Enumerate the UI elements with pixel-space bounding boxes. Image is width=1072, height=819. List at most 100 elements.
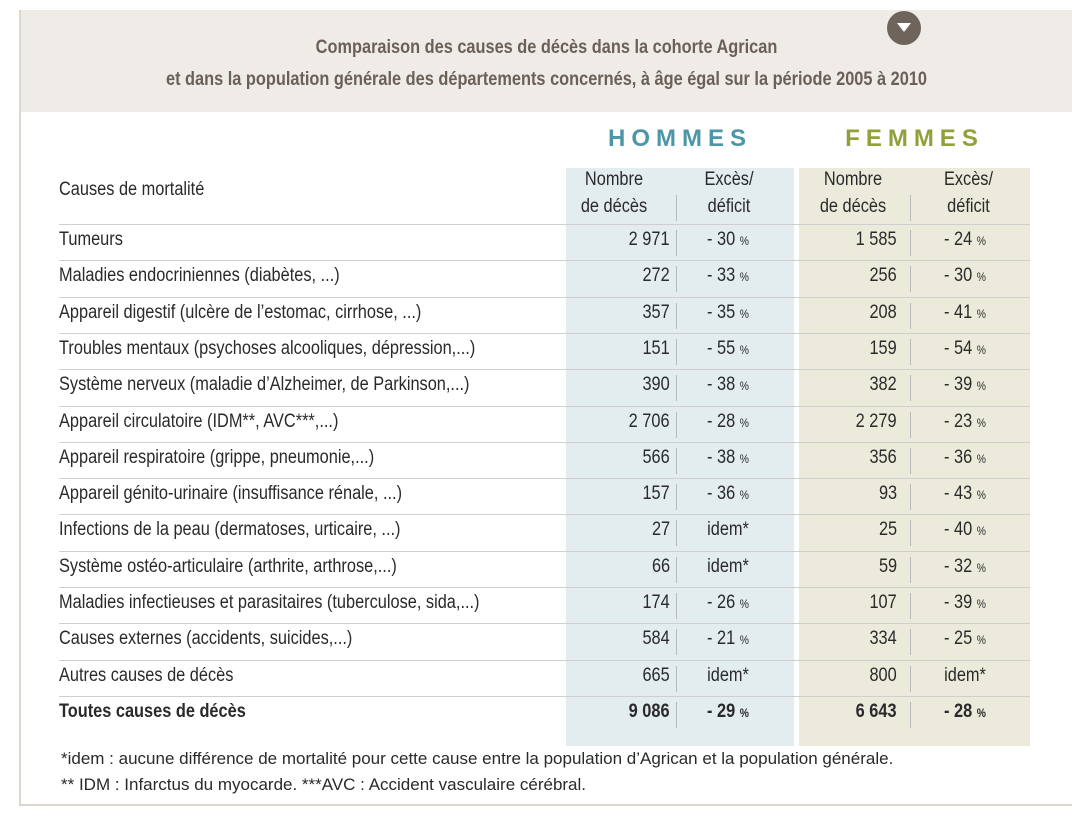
excess-number: - 24 — [944, 229, 973, 250]
percent-sign: % — [976, 451, 986, 466]
femmes-exces-value: - 39 % — [926, 374, 1003, 396]
percent-sign: % — [739, 415, 749, 430]
nombre-label: Nombre — [823, 169, 883, 190]
table-total-row: Toutes causes de décès 9 086 - 29 % 6 643 - … — [59, 695, 1030, 732]
column-divider — [676, 266, 677, 293]
cause-label: Toutes causes de décès — [59, 700, 246, 722]
column-divider — [676, 447, 677, 474]
hommes-exces-value: - 55 % — [688, 338, 769, 360]
collapse-toggle-button[interactable] — [887, 11, 921, 45]
hommes-deces-value: 27 — [651, 519, 670, 541]
nombre-label: Nombre — [584, 169, 644, 190]
table-row: Tumeurs 2 971 - 30 % 1 585 - 24 % — [59, 224, 1030, 260]
table-row: Troubles mentaux (psychoses alcooliques,… — [59, 332, 1030, 369]
footnote-abbreviations: ** IDM : Infarctus du myocarde. ***AVC :… — [61, 775, 587, 794]
column-divider — [676, 484, 677, 511]
exces-label: Excès/ — [704, 169, 754, 190]
column-divider — [910, 665, 911, 692]
header-divider — [676, 195, 677, 221]
table-row: Système ostéo-articulaire (arthrite, art… — [59, 550, 1030, 587]
cause-label: Appareil circulatoire (IDM**, AVC***,...… — [59, 410, 339, 432]
femmes-deces-value: 6 643 — [856, 700, 897, 722]
excess-number: - 39 — [944, 592, 973, 613]
percent-sign: % — [976, 306, 986, 321]
excess-number: - 38 — [707, 374, 736, 396]
table-row: Appareil génito-urinaire (insuffisance r… — [59, 478, 1030, 514]
femmes-exces-value: - 32 % — [926, 556, 1003, 578]
column-divider — [676, 701, 677, 728]
deficit-label: déficit — [947, 196, 990, 217]
column-divider — [676, 411, 677, 438]
column-divider — [676, 230, 677, 256]
excess-number: idem* — [707, 555, 749, 577]
hommes-deces-value: 390 — [642, 374, 670, 396]
excess-number: - 36 — [707, 483, 736, 505]
cause-label: Infections de la peau (dermatoses, urtic… — [59, 519, 401, 541]
column-divider — [676, 556, 677, 583]
hommes-exces-value: idem* — [688, 519, 769, 541]
chevron-down-icon — [897, 23, 911, 32]
hommes-deces-value: 174 — [642, 592, 670, 613]
hommes-deces-value: 357 — [642, 301, 670, 323]
percent-sign: % — [739, 705, 749, 720]
hommes-exces-value: - 21 % — [688, 628, 769, 650]
femmes-exces-value: - 23 % — [926, 411, 1003, 433]
hommes-deces-value: 272 — [642, 265, 670, 287]
cause-label: Troubles mentaux (psychoses alcooliques,… — [59, 337, 476, 359]
percent-sign: % — [976, 415, 986, 430]
table-card: Comparaison des causes de décès dans la … — [19, 10, 1072, 806]
de-deces-label: de décès — [580, 196, 648, 217]
percent-sign: % — [739, 306, 749, 321]
cause-label: Maladies infectieuses et parasitaires (t… — [59, 592, 480, 613]
cause-label: Appareil respiratoire (grippe, pneumonie… — [59, 446, 375, 468]
femmes-deces-value: 800 — [869, 664, 897, 686]
column-divider — [676, 629, 677, 656]
femmes-deces-value: 356 — [869, 446, 897, 468]
femmes-deces-value: 382 — [869, 374, 897, 396]
hommes-deces-value: 157 — [642, 483, 670, 505]
hommes-deces-value: 584 — [642, 628, 670, 650]
hommes-deces-value: 9 086 — [629, 700, 670, 722]
table-row: Appareil digestif (ulcère de l’estomac, … — [59, 296, 1030, 333]
cause-label: Appareil digestif (ulcère de l’estomac, … — [59, 301, 422, 323]
hommes-exces-value: - 38 % — [688, 447, 769, 469]
column-divider — [910, 629, 911, 656]
femmes-exces-value: idem* — [926, 665, 1003, 687]
percent-sign: % — [976, 342, 986, 357]
percent-sign: % — [739, 488, 749, 503]
excess-number: - 39 — [944, 374, 973, 396]
femmes-exces-value: - 24 % — [926, 229, 1003, 251]
femmes-deces-value: 334 — [869, 628, 897, 650]
hommes-exces-value: - 28 % — [688, 411, 769, 433]
cause-label: Tumeurs — [59, 229, 123, 250]
excess-number: idem* — [944, 664, 986, 686]
percent-sign: % — [739, 451, 749, 466]
percent-sign: % — [976, 379, 986, 394]
column-divider — [676, 593, 677, 619]
femmes-deces-value: 159 — [869, 337, 897, 359]
table-title-line-2: et dans la population générale des dépar… — [165, 69, 928, 90]
hommes-exces-value: - 30 % — [688, 229, 769, 251]
femmes-header: FEMMES — [845, 125, 984, 152]
header-divider — [910, 195, 911, 221]
excess-number: - 28 — [944, 700, 973, 722]
hommes-deces-value: 66 — [651, 555, 670, 577]
excess-number: idem* — [707, 519, 749, 541]
femmes-column-background — [799, 168, 1030, 746]
percent-sign: % — [976, 705, 986, 720]
hommes-column-background — [566, 168, 794, 746]
femmes-exces-value: - 25 % — [926, 628, 1003, 650]
femmes-nombre-header: Nombre de décès — [807, 166, 900, 220]
table-row: Maladies endocriniennes (diabètes, ...) 2… — [59, 260, 1030, 296]
excess-number: - 23 — [944, 410, 973, 432]
percent-sign: % — [739, 234, 749, 248]
percent-sign: % — [976, 560, 986, 575]
percent-sign: % — [739, 633, 749, 648]
column-divider — [676, 665, 677, 692]
table-row: Infections de la peau (dermatoses, urtic… — [59, 514, 1030, 550]
excess-number: idem* — [707, 664, 749, 686]
column-divider — [676, 375, 677, 402]
column-divider — [910, 593, 911, 619]
percent-sign: % — [739, 342, 749, 357]
column-divider — [910, 447, 911, 474]
